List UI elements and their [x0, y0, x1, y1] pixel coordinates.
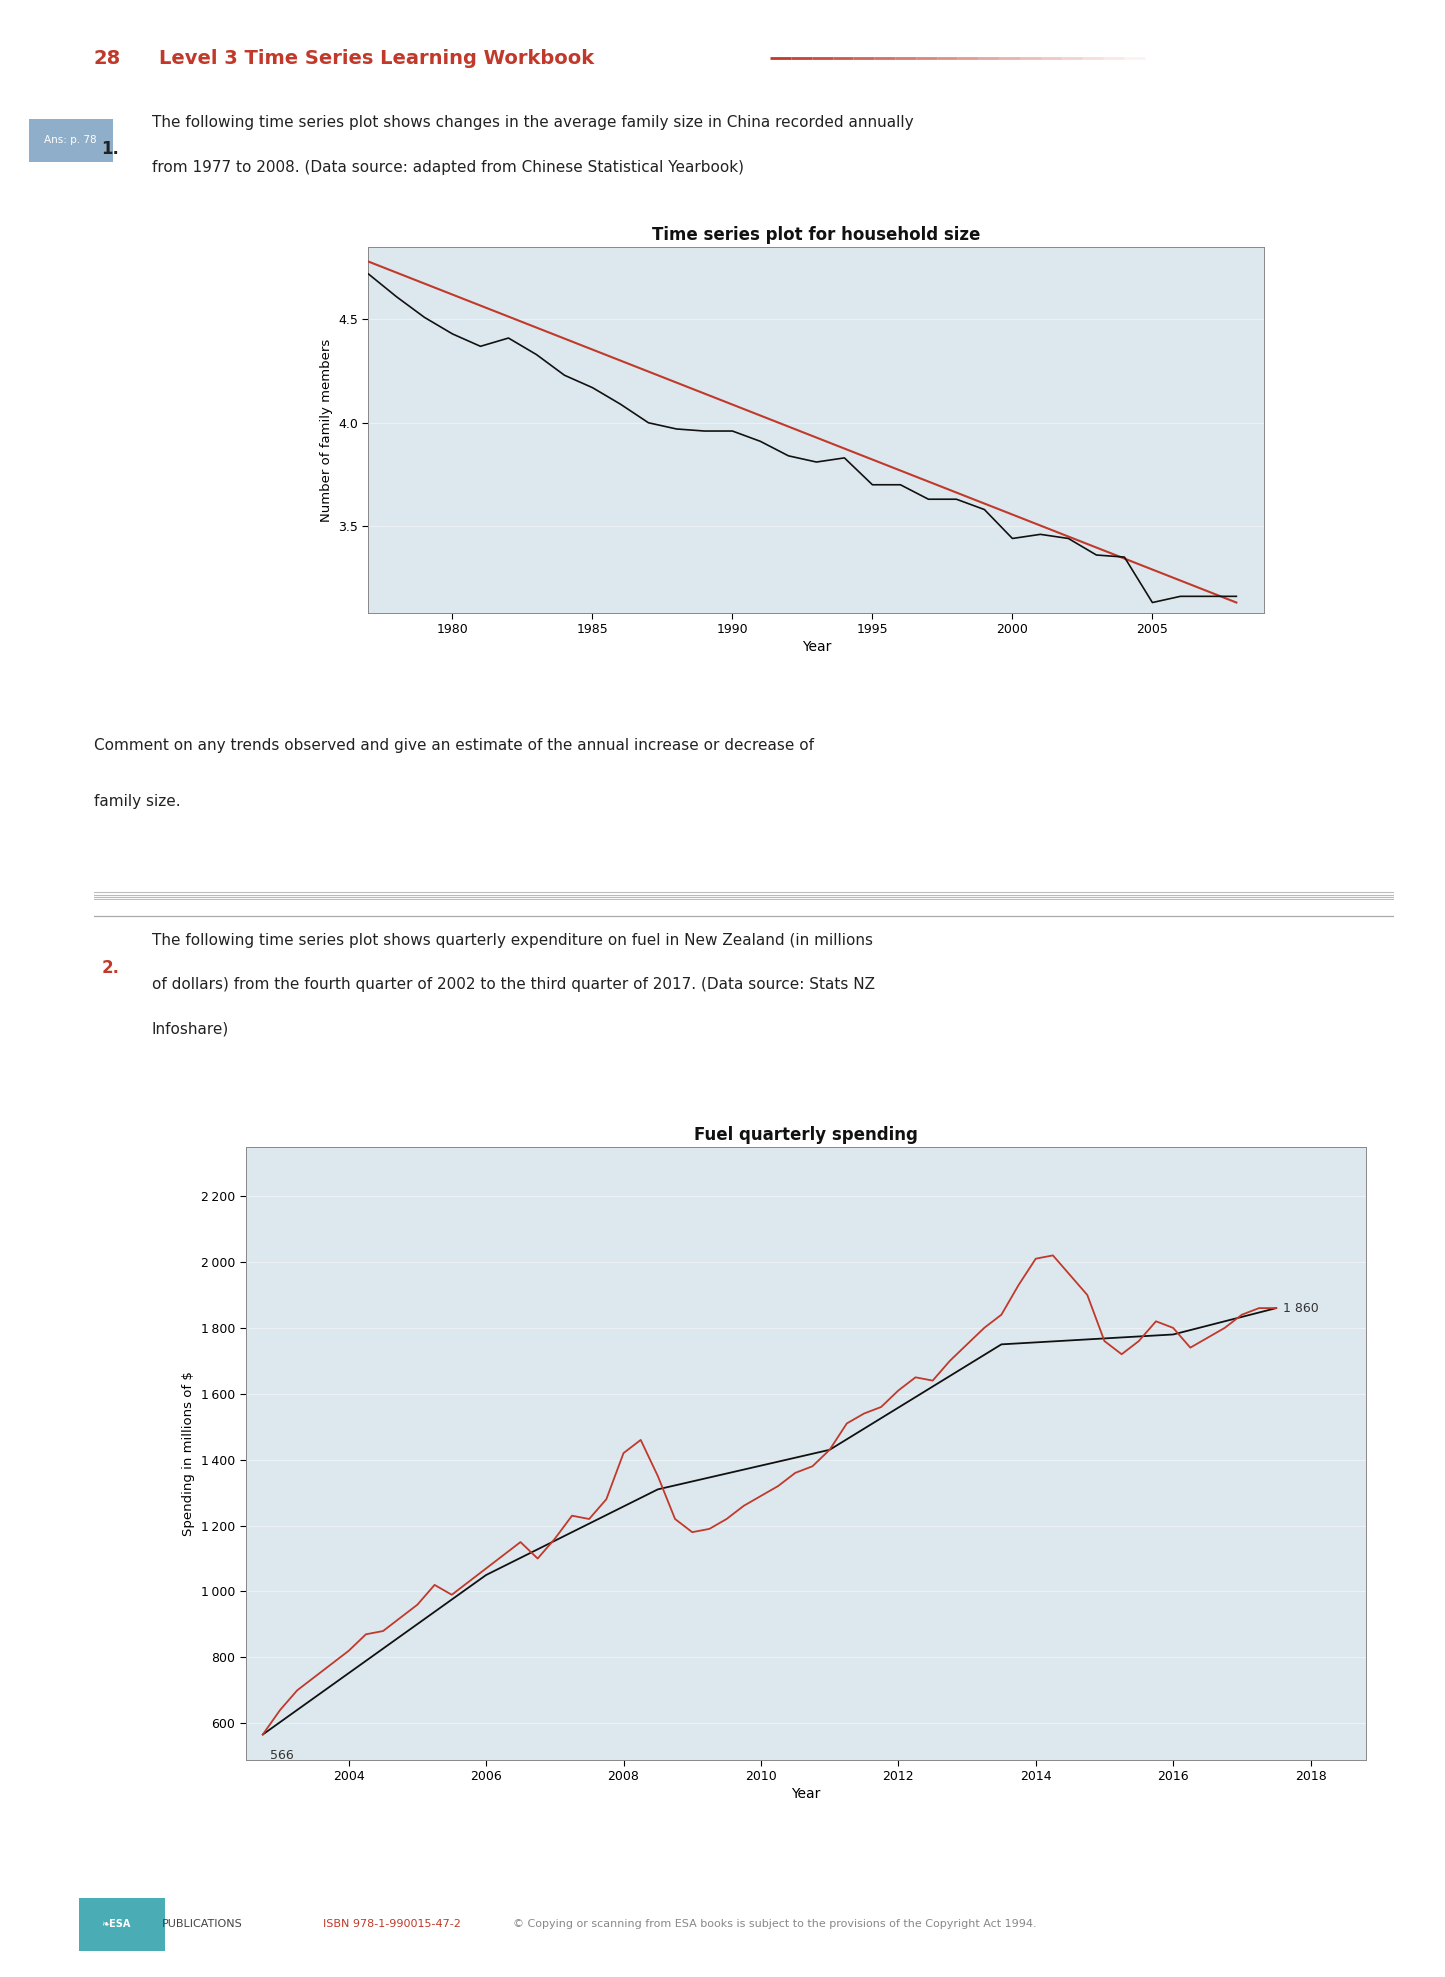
Text: 566: 566	[270, 1750, 293, 1762]
Text: 28: 28	[94, 49, 121, 67]
Text: Level 3 Time Series Learning Workbook: Level 3 Time Series Learning Workbook	[159, 49, 594, 67]
Text: of dollars) from the fourth quarter of 2002 to the third quarter of 2017. (Data : of dollars) from the fourth quarter of 2…	[152, 977, 874, 992]
Text: © Copying or scanning from ESA books is subject to the provisions of the Copyrig: © Copying or scanning from ESA books is …	[513, 1918, 1038, 1930]
Text: family size.: family size.	[94, 793, 181, 809]
Text: Comment on any trends observed and give an estimate of the annual increase or de: Comment on any trends observed and give …	[94, 737, 814, 753]
Text: ❧ESA: ❧ESA	[101, 1918, 131, 1930]
Text: The following time series plot shows changes in the average family size in China: The following time series plot shows cha…	[152, 115, 913, 130]
Y-axis label: Spending in millions of $: Spending in millions of $	[182, 1370, 195, 1536]
Text: 1 860: 1 860	[1283, 1301, 1319, 1315]
Text: ISBN 978-1-990015-47-2: ISBN 978-1-990015-47-2	[322, 1918, 461, 1930]
Title: Time series plot for household size: Time series plot for household size	[652, 225, 981, 245]
X-axis label: Year: Year	[802, 641, 831, 654]
Title: Fuel quarterly spending: Fuel quarterly spending	[694, 1125, 918, 1145]
Text: 1.: 1.	[101, 140, 118, 158]
X-axis label: Year: Year	[790, 1787, 821, 1801]
FancyBboxPatch shape	[66, 1898, 165, 1951]
Text: Infoshare): Infoshare)	[152, 1022, 228, 1036]
Text: Ans: p. 78: Ans: p. 78	[45, 134, 97, 146]
Text: The following time series plot shows quarterly expenditure on fuel in New Zealan: The following time series plot shows qua…	[152, 933, 873, 949]
Text: from 1977 to 2008. (Data source: adapted from Chinese Statistical Yearbook): from 1977 to 2008. (Data source: adapted…	[152, 160, 744, 176]
Y-axis label: Number of family members: Number of family members	[319, 338, 332, 522]
Text: 2.: 2.	[101, 959, 118, 977]
Text: PUBLICATIONS: PUBLICATIONS	[162, 1918, 243, 1930]
